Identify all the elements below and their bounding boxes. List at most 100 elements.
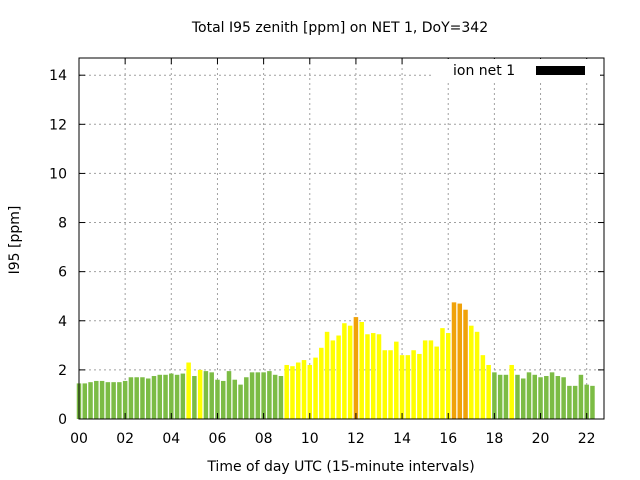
y-tick-label: 2	[58, 363, 67, 379]
bar	[295, 362, 301, 419]
bar	[122, 380, 128, 419]
bar	[549, 372, 555, 419]
bar	[324, 331, 330, 419]
bar	[457, 303, 463, 419]
grid	[79, 58, 604, 419]
bar	[509, 364, 514, 419]
bar	[347, 325, 353, 419]
y-tick-label: 8	[58, 216, 67, 232]
bar	[290, 366, 295, 419]
bar	[590, 385, 595, 419]
bar	[197, 369, 203, 419]
bar	[394, 341, 399, 419]
bar	[88, 382, 93, 419]
bar	[169, 373, 174, 419]
x-tick-label: 10	[301, 431, 319, 447]
bar	[440, 328, 445, 419]
bar	[209, 372, 214, 419]
bar	[388, 350, 393, 419]
bar	[342, 323, 347, 419]
bar	[307, 364, 313, 419]
x-tick-label: 14	[393, 431, 411, 447]
bar	[284, 364, 289, 419]
y-tick-label: 10	[49, 166, 67, 182]
bar	[434, 346, 439, 419]
x-tick-label: 12	[347, 431, 365, 447]
bar	[399, 355, 405, 419]
bar	[486, 364, 491, 419]
bar	[117, 382, 122, 419]
bar	[382, 350, 388, 419]
bar	[82, 383, 88, 419]
bar	[411, 350, 416, 419]
bar	[445, 333, 451, 419]
bar	[313, 357, 318, 419]
x-tick-label: 18	[485, 431, 503, 447]
bar	[480, 355, 486, 419]
bar	[174, 374, 180, 419]
bar	[99, 380, 105, 419]
bar	[319, 347, 324, 419]
bar	[572, 385, 578, 419]
y-tick-label: 14	[49, 68, 67, 84]
bar	[584, 384, 589, 419]
axes	[78, 57, 605, 420]
y-tick-label: 6	[58, 265, 67, 281]
bar	[330, 340, 336, 419]
bar	[186, 362, 191, 419]
x-tick-label: 16	[439, 431, 457, 447]
bar	[520, 378, 526, 419]
bar	[226, 371, 232, 419]
bar	[578, 374, 584, 419]
bar	[180, 373, 186, 419]
bar	[151, 376, 157, 419]
x-axis-label: Time of day UTC (15-minute intervals)	[206, 459, 474, 475]
bar	[336, 335, 341, 419]
bar	[140, 377, 145, 419]
x-tick-label: 02	[116, 431, 134, 447]
x-tick-label: 20	[532, 431, 550, 447]
bar	[555, 376, 561, 419]
bar	[301, 360, 307, 419]
bar	[359, 321, 364, 419]
bar	[232, 379, 238, 419]
bar	[215, 379, 220, 419]
bar	[365, 334, 370, 419]
x-tick-label: 08	[255, 431, 273, 447]
legend-label: ion net 1	[453, 63, 515, 79]
x-tick-label: 00	[70, 431, 88, 447]
bar	[538, 377, 543, 419]
bar	[255, 372, 261, 419]
bar	[238, 384, 243, 419]
legend-background	[432, 59, 600, 81]
bar	[422, 340, 428, 419]
bar	[567, 385, 572, 419]
x-tick-label: 06	[209, 431, 227, 447]
bar	[261, 372, 266, 419]
bar	[192, 376, 197, 419]
bar	[515, 374, 520, 419]
bar	[244, 377, 249, 419]
bar	[503, 374, 509, 419]
bar	[376, 334, 382, 419]
y-tick-label: 0	[58, 412, 67, 428]
bar	[128, 377, 134, 419]
y-tick-label: 4	[58, 314, 67, 330]
bar	[272, 374, 278, 419]
bar	[532, 374, 538, 419]
bars	[76, 302, 595, 419]
bar	[405, 355, 411, 419]
bar	[561, 377, 566, 419]
bar	[278, 376, 284, 419]
bar	[370, 333, 376, 419]
bar	[451, 302, 457, 419]
bar	[353, 317, 359, 419]
bar	[145, 378, 151, 419]
bar	[544, 376, 549, 419]
bar	[220, 380, 226, 419]
bar	[267, 371, 272, 419]
y-tick-label: 12	[49, 117, 67, 133]
x-tick-label: 22	[578, 431, 596, 447]
bar	[428, 340, 434, 419]
bar	[492, 372, 497, 419]
